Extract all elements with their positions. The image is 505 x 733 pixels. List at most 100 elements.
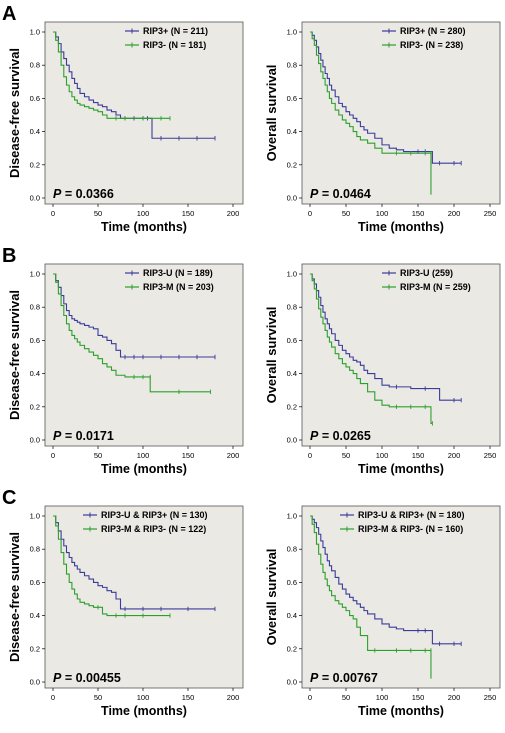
- series-line-1: [310, 31, 432, 195]
- p-value-annotation: P = 0.0366: [53, 187, 114, 201]
- x-axis-label: Time (months): [358, 462, 444, 476]
- x-tick-label: 0: [308, 693, 312, 702]
- y-tick-label: 0.6: [287, 578, 297, 587]
- y-tick-label: 0.6: [287, 336, 297, 345]
- x-tick-label: 200: [227, 209, 240, 218]
- y-tick-label: 0.6: [287, 94, 297, 103]
- y-tick-label: 0.4: [287, 369, 297, 378]
- p-value: = 0.0366: [61, 187, 114, 201]
- p-symbol: P: [310, 187, 319, 201]
- plot-area: [44, 263, 244, 447]
- x-tick-label: 50: [342, 693, 350, 702]
- legend-label-1: RIP3-M (N = 259): [400, 282, 471, 292]
- p-symbol: P: [53, 671, 62, 685]
- panel-letter-b: B: [2, 245, 16, 267]
- p-value: = 0.0171: [61, 429, 114, 443]
- y-tick-label: 0.0: [30, 436, 40, 445]
- p-value: = 0.00767: [318, 671, 377, 685]
- x-tick-label: 0: [51, 209, 55, 218]
- x-tick-label: 100: [137, 693, 150, 702]
- y-tick-label: 0.2: [30, 402, 40, 411]
- series-line-0: [53, 273, 215, 358]
- p-symbol: P: [53, 429, 62, 443]
- y-tick-label: 0.6: [30, 336, 40, 345]
- x-tick-label: 100: [137, 451, 150, 460]
- y-tick-label: 0.8: [287, 61, 297, 70]
- x-axis-label: Time (months): [101, 462, 187, 476]
- panel-letter-a: A: [2, 3, 16, 25]
- x-tick-label: 0: [51, 451, 55, 460]
- y-tick-label: 0.4: [287, 127, 297, 136]
- p-symbol: P: [310, 671, 319, 685]
- y-tick-label: 0.0: [287, 194, 297, 203]
- x-tick-label: 150: [182, 209, 195, 218]
- x-tick-label: 0: [308, 451, 312, 460]
- x-tick-label: 150: [182, 451, 195, 460]
- y-tick-label: 0.2: [287, 160, 297, 169]
- y-tick-label: 1.0: [287, 512, 297, 521]
- x-tick-label: 200: [448, 451, 461, 460]
- x-tick-label: 150: [182, 693, 195, 702]
- p-value-annotation: P = 0.0464: [310, 187, 371, 201]
- legend-label-0: RIP3-U & RIP3+ (N = 180): [358, 510, 465, 520]
- series-line-1: [53, 31, 170, 119]
- y-tick-label: 0.8: [30, 303, 40, 312]
- p-value-annotation: P = 0.0265: [310, 429, 371, 443]
- x-tick-label: 150: [412, 693, 425, 702]
- y-tick-label: 1.0: [30, 28, 40, 37]
- x-tick-label: 100: [137, 209, 150, 218]
- series-line-1: [53, 273, 211, 393]
- legend-label-1: RIP3-M & RIP3- (N = 122): [101, 524, 206, 534]
- series-line-1: [310, 273, 433, 424]
- km-chart-5: 0.0 0.2 0.4 0.6 0.8 1.0 0 50 100 150 200 250 Time (m…: [264, 505, 501, 718]
- y-axis-label: Overall survival: [264, 549, 279, 646]
- legend-label-0: RIP3-U (N = 189): [143, 268, 213, 278]
- km-chart-2: 0.0 0.2 0.4 0.6 0.8 1.0 0 50 100 150 200 Time (mont…: [7, 263, 244, 476]
- y-axis-label: Disease-free survival: [7, 290, 22, 420]
- x-tick-label: 50: [342, 451, 350, 460]
- p-value: = 0.0464: [318, 187, 371, 201]
- x-tick-label: 0: [308, 209, 312, 218]
- legend-label-0: RIP3+ (N = 280): [400, 26, 466, 36]
- x-axis-label: Time (months): [358, 220, 444, 234]
- p-symbol: P: [53, 187, 62, 201]
- x-tick-label: 50: [94, 693, 102, 702]
- series-line-0: [53, 515, 215, 610]
- series-line-1: [310, 515, 432, 679]
- y-tick-label: 0.4: [30, 369, 40, 378]
- x-tick-label: 250: [484, 693, 497, 702]
- legend-label-1: RIP3-M & RIP3- (N = 160): [358, 524, 463, 534]
- x-tick-label: 200: [448, 209, 461, 218]
- x-tick-label: 150: [412, 209, 425, 218]
- km-chart-1: 0.0 0.2 0.4 0.6 0.8 1.0 0 50 100 150 200 250 Time (m…: [264, 21, 501, 234]
- y-axis-label: Overall survival: [264, 65, 279, 162]
- x-axis-label: Time (months): [101, 220, 187, 234]
- y-tick-label: 0.8: [30, 61, 40, 70]
- x-tick-label: 50: [94, 451, 102, 460]
- legend-label-0: RIP3-U & RIP3+ (N = 130): [101, 510, 208, 520]
- x-tick-label: 100: [376, 451, 389, 460]
- y-tick-label: 0.8: [30, 545, 40, 554]
- series-line-0: [310, 31, 462, 164]
- y-tick-label: 0.0: [287, 678, 297, 687]
- x-tick-label: 200: [448, 693, 461, 702]
- plot-area: [44, 21, 244, 205]
- y-tick-label: 0.8: [287, 303, 297, 312]
- x-tick-label: 250: [484, 451, 497, 460]
- y-tick-label: 0.6: [30, 94, 40, 103]
- x-tick-label: 50: [342, 209, 350, 218]
- y-tick-label: 1.0: [287, 28, 297, 37]
- x-axis-label: Time (months): [358, 704, 444, 718]
- y-axis-label: Overall survival: [264, 307, 279, 404]
- legend-label-1: RIP3-M (N = 203): [143, 282, 214, 292]
- p-value: = 0.00455: [61, 671, 120, 685]
- y-tick-label: 1.0: [30, 512, 40, 521]
- y-tick-label: 1.0: [30, 270, 40, 279]
- x-tick-label: 50: [94, 209, 102, 218]
- y-tick-label: 0.6: [30, 578, 40, 587]
- y-tick-label: 0.2: [30, 644, 40, 653]
- y-axis-label: Disease-free survival: [7, 532, 22, 662]
- p-symbol: P: [310, 429, 319, 443]
- y-tick-label: 0.2: [287, 402, 297, 411]
